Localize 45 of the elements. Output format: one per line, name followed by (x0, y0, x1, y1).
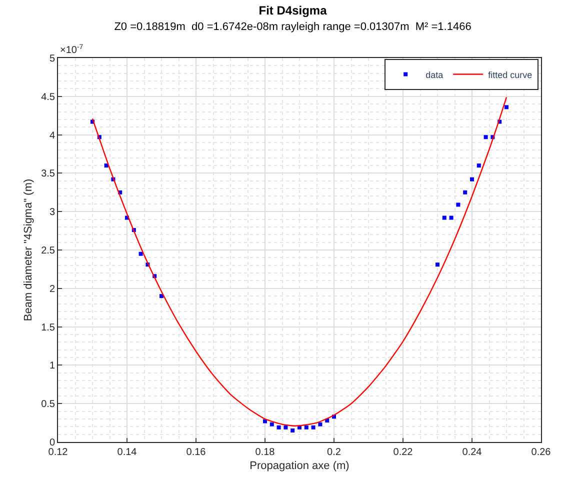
x-tick-label: 0.18 (255, 447, 276, 458)
y-tick-label: 0.5 (41, 399, 56, 410)
point (476, 164, 481, 168)
point (436, 262, 440, 267)
point (484, 135, 488, 140)
point (290, 428, 295, 432)
chart-subtitle: Z0 =0.18819m d0 =1.6742e-08m rayleigh range =0.01307m M² =1.1466 (114, 21, 472, 34)
x-tick-label: 0.16 (186, 447, 206, 458)
legend-label: fitted curve (488, 70, 532, 80)
x-tick-label: 0.14 (117, 447, 138, 458)
y-axis-title: Beam diameter "4Sigma" (m) (22, 178, 35, 322)
y-tick-label: 4 (49, 130, 56, 142)
point (138, 252, 143, 256)
y-tick-label: 3 (49, 207, 56, 218)
point (284, 425, 288, 430)
chart-title: Fit D4sigma (258, 3, 328, 18)
point (263, 419, 267, 424)
point (449, 216, 454, 220)
x-tick-label: 0.26 (531, 447, 552, 458)
y-tick-label: 0 (49, 438, 56, 448)
y-tick-label: 1 (49, 360, 56, 372)
x-tick-label: 0.12 (48, 447, 68, 458)
y-tick-label: 4.5 (41, 92, 56, 103)
point (318, 422, 322, 426)
x-axis-title: Propagation axe (m) (250, 460, 350, 472)
y-tick-label: 2.5 (41, 246, 56, 256)
x-tick-label: 0.24 (462, 447, 482, 458)
line-series (92, 96, 508, 426)
y-tick-label: 1.5 (41, 322, 56, 334)
legend-label: data (426, 70, 444, 80)
y-tick-label: 5 (49, 54, 56, 64)
point (311, 425, 316, 430)
point (270, 422, 274, 426)
x-tick-label: 0.2 (327, 447, 342, 458)
point (463, 190, 468, 194)
y-tick-label: 2 (49, 284, 56, 295)
y-tick-label: 3.5 (41, 168, 56, 180)
point (470, 177, 474, 182)
point (304, 425, 308, 430)
x-tick-label: 0.22 (393, 447, 414, 458)
point (504, 105, 508, 110)
text: ×10$^{-7}$ (60, 44, 84, 56)
point (456, 202, 460, 207)
point (442, 216, 446, 220)
point (276, 425, 281, 430)
